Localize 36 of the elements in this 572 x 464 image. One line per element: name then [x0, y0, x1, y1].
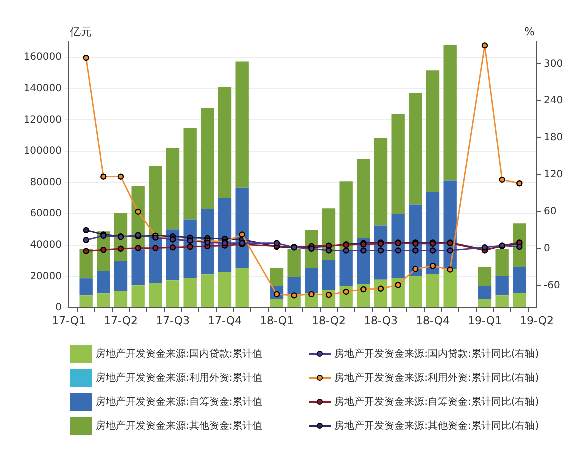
- legend-label: 房地产开发资金来源:利用外资:累计值: [96, 372, 263, 385]
- x-tick-label: 17-Q4: [208, 314, 242, 328]
- x-tick-label: 18-Q4: [416, 314, 450, 328]
- y-tick-label: 0: [56, 302, 62, 314]
- y2-tick-label: 120: [544, 170, 564, 181]
- y2-tick-label: -60: [544, 280, 560, 292]
- x-tick-label: 18-Q2: [312, 314, 346, 328]
- y-tick-label: 160000: [24, 52, 62, 64]
- legend-label: 房地产开发资金来源:其他资金:累计值: [96, 420, 263, 433]
- legend-label: 房地产开发资金来源:国内贷款:累计值: [96, 348, 263, 361]
- x-tick-label: 18-Q1: [260, 314, 294, 328]
- legend-label: 房地产开发资金来源:自筹资金:累计值: [96, 396, 263, 409]
- y2-tick-label: 0: [544, 243, 550, 254]
- y2-tick-label: 300: [544, 58, 564, 70]
- y-tick-label: 60000: [30, 208, 62, 220]
- y2-tick-label: 180: [544, 132, 564, 144]
- x-tick-label: 17-Q1: [52, 314, 86, 328]
- y-tick-label: 20000: [30, 271, 62, 282]
- y-axis-title: 亿元: [69, 25, 92, 38]
- y-tick-label: 140000: [24, 84, 62, 95]
- y2-tick-label: 240: [544, 96, 564, 107]
- x-tick-label: 17-Q2: [104, 314, 138, 328]
- y-tick-label: 80000: [30, 177, 62, 188]
- x-tick-label: 19-Q2: [520, 314, 554, 328]
- x-tick-label: 19-Q1: [468, 314, 502, 328]
- y-tick-label: 40000: [30, 240, 62, 252]
- legend-label: 房地产开发资金来源:其他资金:累计同比(右轴): [334, 420, 540, 433]
- legend-label: 房地产开发资金来源:自筹资金:累计同比(右轴): [334, 396, 540, 409]
- x-tick-label: 17-Q3: [156, 314, 190, 328]
- y2-axis-title: %: [524, 25, 535, 38]
- legend-label: 房地产开发资金来源:利用外资:累计同比(右轴): [334, 372, 540, 385]
- y-tick-label: 120000: [24, 114, 62, 126]
- x-tick-label: 18-Q3: [364, 314, 398, 328]
- y2-tick-label: 60: [544, 206, 557, 218]
- y-tick-label: 100000: [24, 146, 62, 158]
- legend-label: 房地产开发资金来源:国内贷款:累计同比(右轴): [334, 348, 540, 361]
